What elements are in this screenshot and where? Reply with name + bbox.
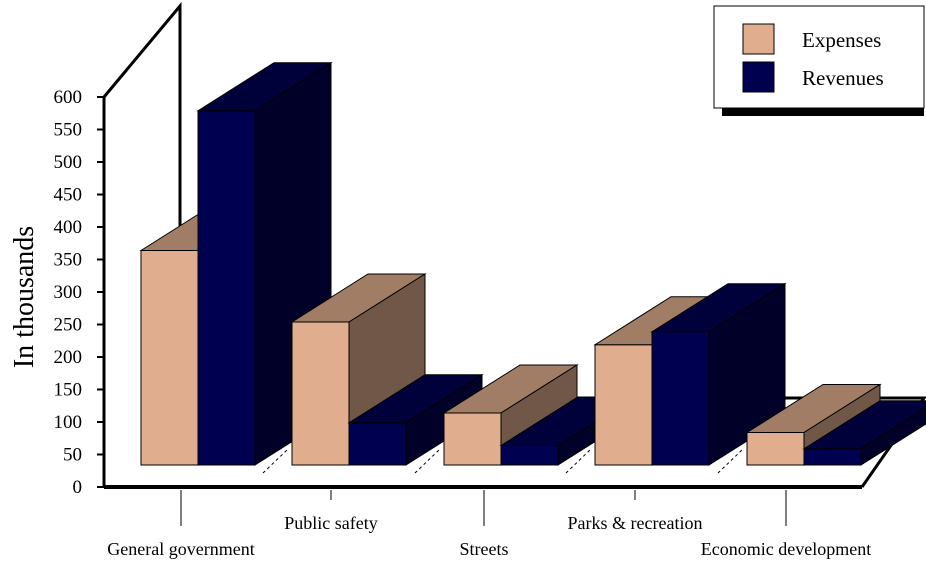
y-tick-label: 550 bbox=[54, 120, 83, 141]
bar-front bbox=[594, 344, 653, 466]
bars bbox=[139, 61, 926, 474]
y-tick-label: 200 bbox=[54, 347, 83, 368]
bar-front bbox=[197, 110, 256, 466]
bar-front bbox=[291, 321, 350, 466]
x-category-label: Streets bbox=[460, 539, 509, 559]
bar-revenues-3 bbox=[650, 282, 787, 466]
legend-swatch bbox=[742, 23, 775, 55]
x-axis: General government Public safety Streets Pa… bbox=[107, 490, 871, 559]
y-tick-label: 0 bbox=[73, 477, 83, 498]
legend-swatch bbox=[742, 61, 775, 93]
legend-label: Revenues bbox=[802, 66, 884, 90]
y-tick-label: 100 bbox=[54, 412, 83, 433]
y-tick-label: 250 bbox=[54, 315, 83, 336]
bar-front bbox=[443, 412, 502, 466]
y-tick-label: 400 bbox=[54, 217, 83, 238]
bar-front bbox=[348, 422, 407, 466]
bar-front bbox=[746, 432, 805, 466]
bar-front bbox=[500, 445, 559, 466]
x-category-label: Public safety bbox=[284, 513, 377, 533]
bar-front bbox=[651, 331, 710, 466]
y-axis: 0 50 100 150 200 250 300 350 400 450 500 550 600 bbox=[54, 87, 104, 498]
bar-front bbox=[140, 250, 199, 466]
bar-revenues-4 bbox=[802, 400, 926, 466]
bar-top bbox=[802, 400, 926, 450]
x-category-label: Parks & recreation bbox=[568, 513, 703, 533]
bar-revenues-0 bbox=[196, 61, 333, 466]
y-axis-label: In thousands bbox=[9, 226, 40, 368]
y-tick-label: 600 bbox=[54, 87, 83, 108]
legend: Expenses Revenues bbox=[713, 5, 925, 116]
y-tick-label: 500 bbox=[54, 152, 83, 173]
x-category-label: General government bbox=[107, 539, 254, 559]
y-tick-label: 450 bbox=[54, 185, 83, 206]
y-tick-label: 150 bbox=[54, 380, 83, 401]
legend-label: Expenses bbox=[802, 28, 881, 52]
y-tick-label: 50 bbox=[63, 445, 82, 466]
y-tick-label: 300 bbox=[54, 282, 83, 303]
bar-front bbox=[803, 448, 862, 466]
bar-side bbox=[860, 407, 926, 466]
x-category-label: Economic development bbox=[701, 539, 871, 559]
legend-box bbox=[713, 5, 925, 109]
y-tick-label: 350 bbox=[54, 250, 83, 271]
